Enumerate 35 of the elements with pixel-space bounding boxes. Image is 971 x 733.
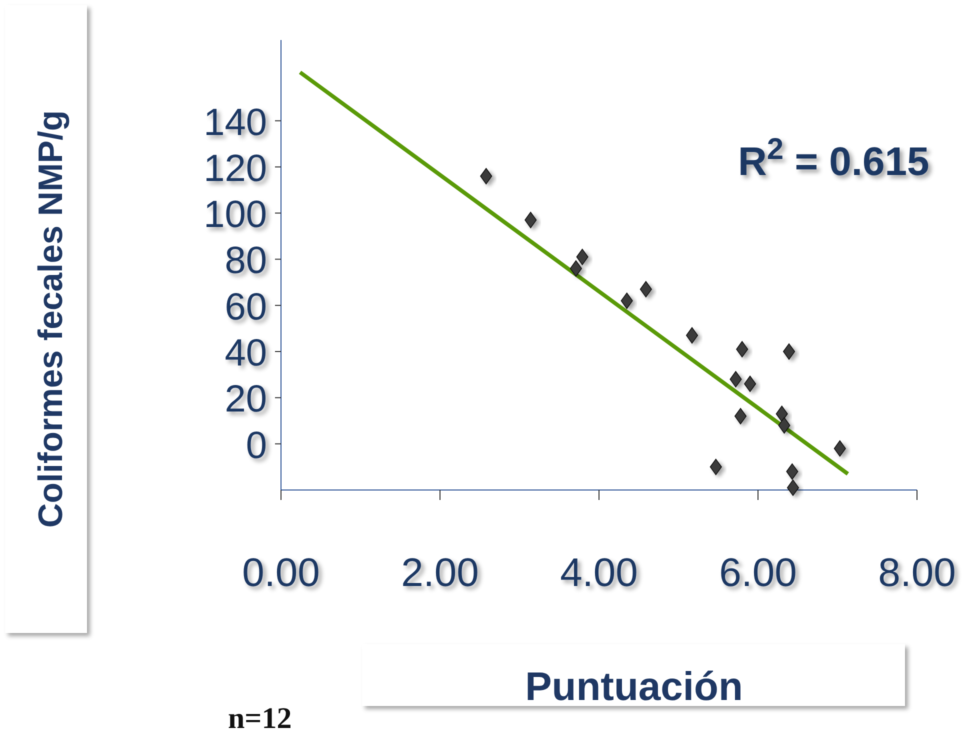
point	[524, 212, 537, 228]
point	[734, 408, 747, 424]
x-tick-label: 6.00	[719, 551, 797, 595]
point	[834, 440, 846, 457]
point	[480, 168, 492, 184]
point	[776, 406, 788, 422]
y-tick-label: 140	[204, 102, 267, 144]
y-tick-label: 0	[246, 424, 267, 467]
y-tick-label: 60	[224, 286, 267, 328]
y-tick-label: 80	[224, 240, 267, 282]
point	[778, 417, 790, 434]
point	[620, 292, 633, 309]
point	[570, 260, 582, 277]
point	[710, 458, 722, 476]
text: n=12	[228, 702, 292, 733]
point	[686, 327, 698, 344]
y-tick-label: 100	[204, 194, 267, 236]
point	[640, 281, 652, 298]
y-tick-label: 120	[204, 148, 267, 190]
point	[786, 480, 799, 496]
point	[744, 376, 756, 392]
point	[786, 463, 798, 480]
x-tick-label: 4.00	[560, 551, 638, 595]
y-axis-title: Coliformes fecales NMP/g	[32, 110, 70, 528]
point	[783, 343, 795, 360]
point	[736, 341, 748, 358]
x-tick-label: 0.00	[242, 551, 320, 595]
x-tick-label: 2.00	[401, 551, 479, 595]
y-tick-label: 20	[224, 378, 267, 421]
annotation: R$^{2}$ = 0.615	[738, 132, 930, 184]
point	[576, 248, 588, 266]
x-tick-label: 8.00	[878, 551, 956, 595]
y-tick-label: 40	[224, 332, 267, 375]
x-axis-title: Puntuación	[525, 665, 743, 709]
point	[730, 371, 742, 388]
